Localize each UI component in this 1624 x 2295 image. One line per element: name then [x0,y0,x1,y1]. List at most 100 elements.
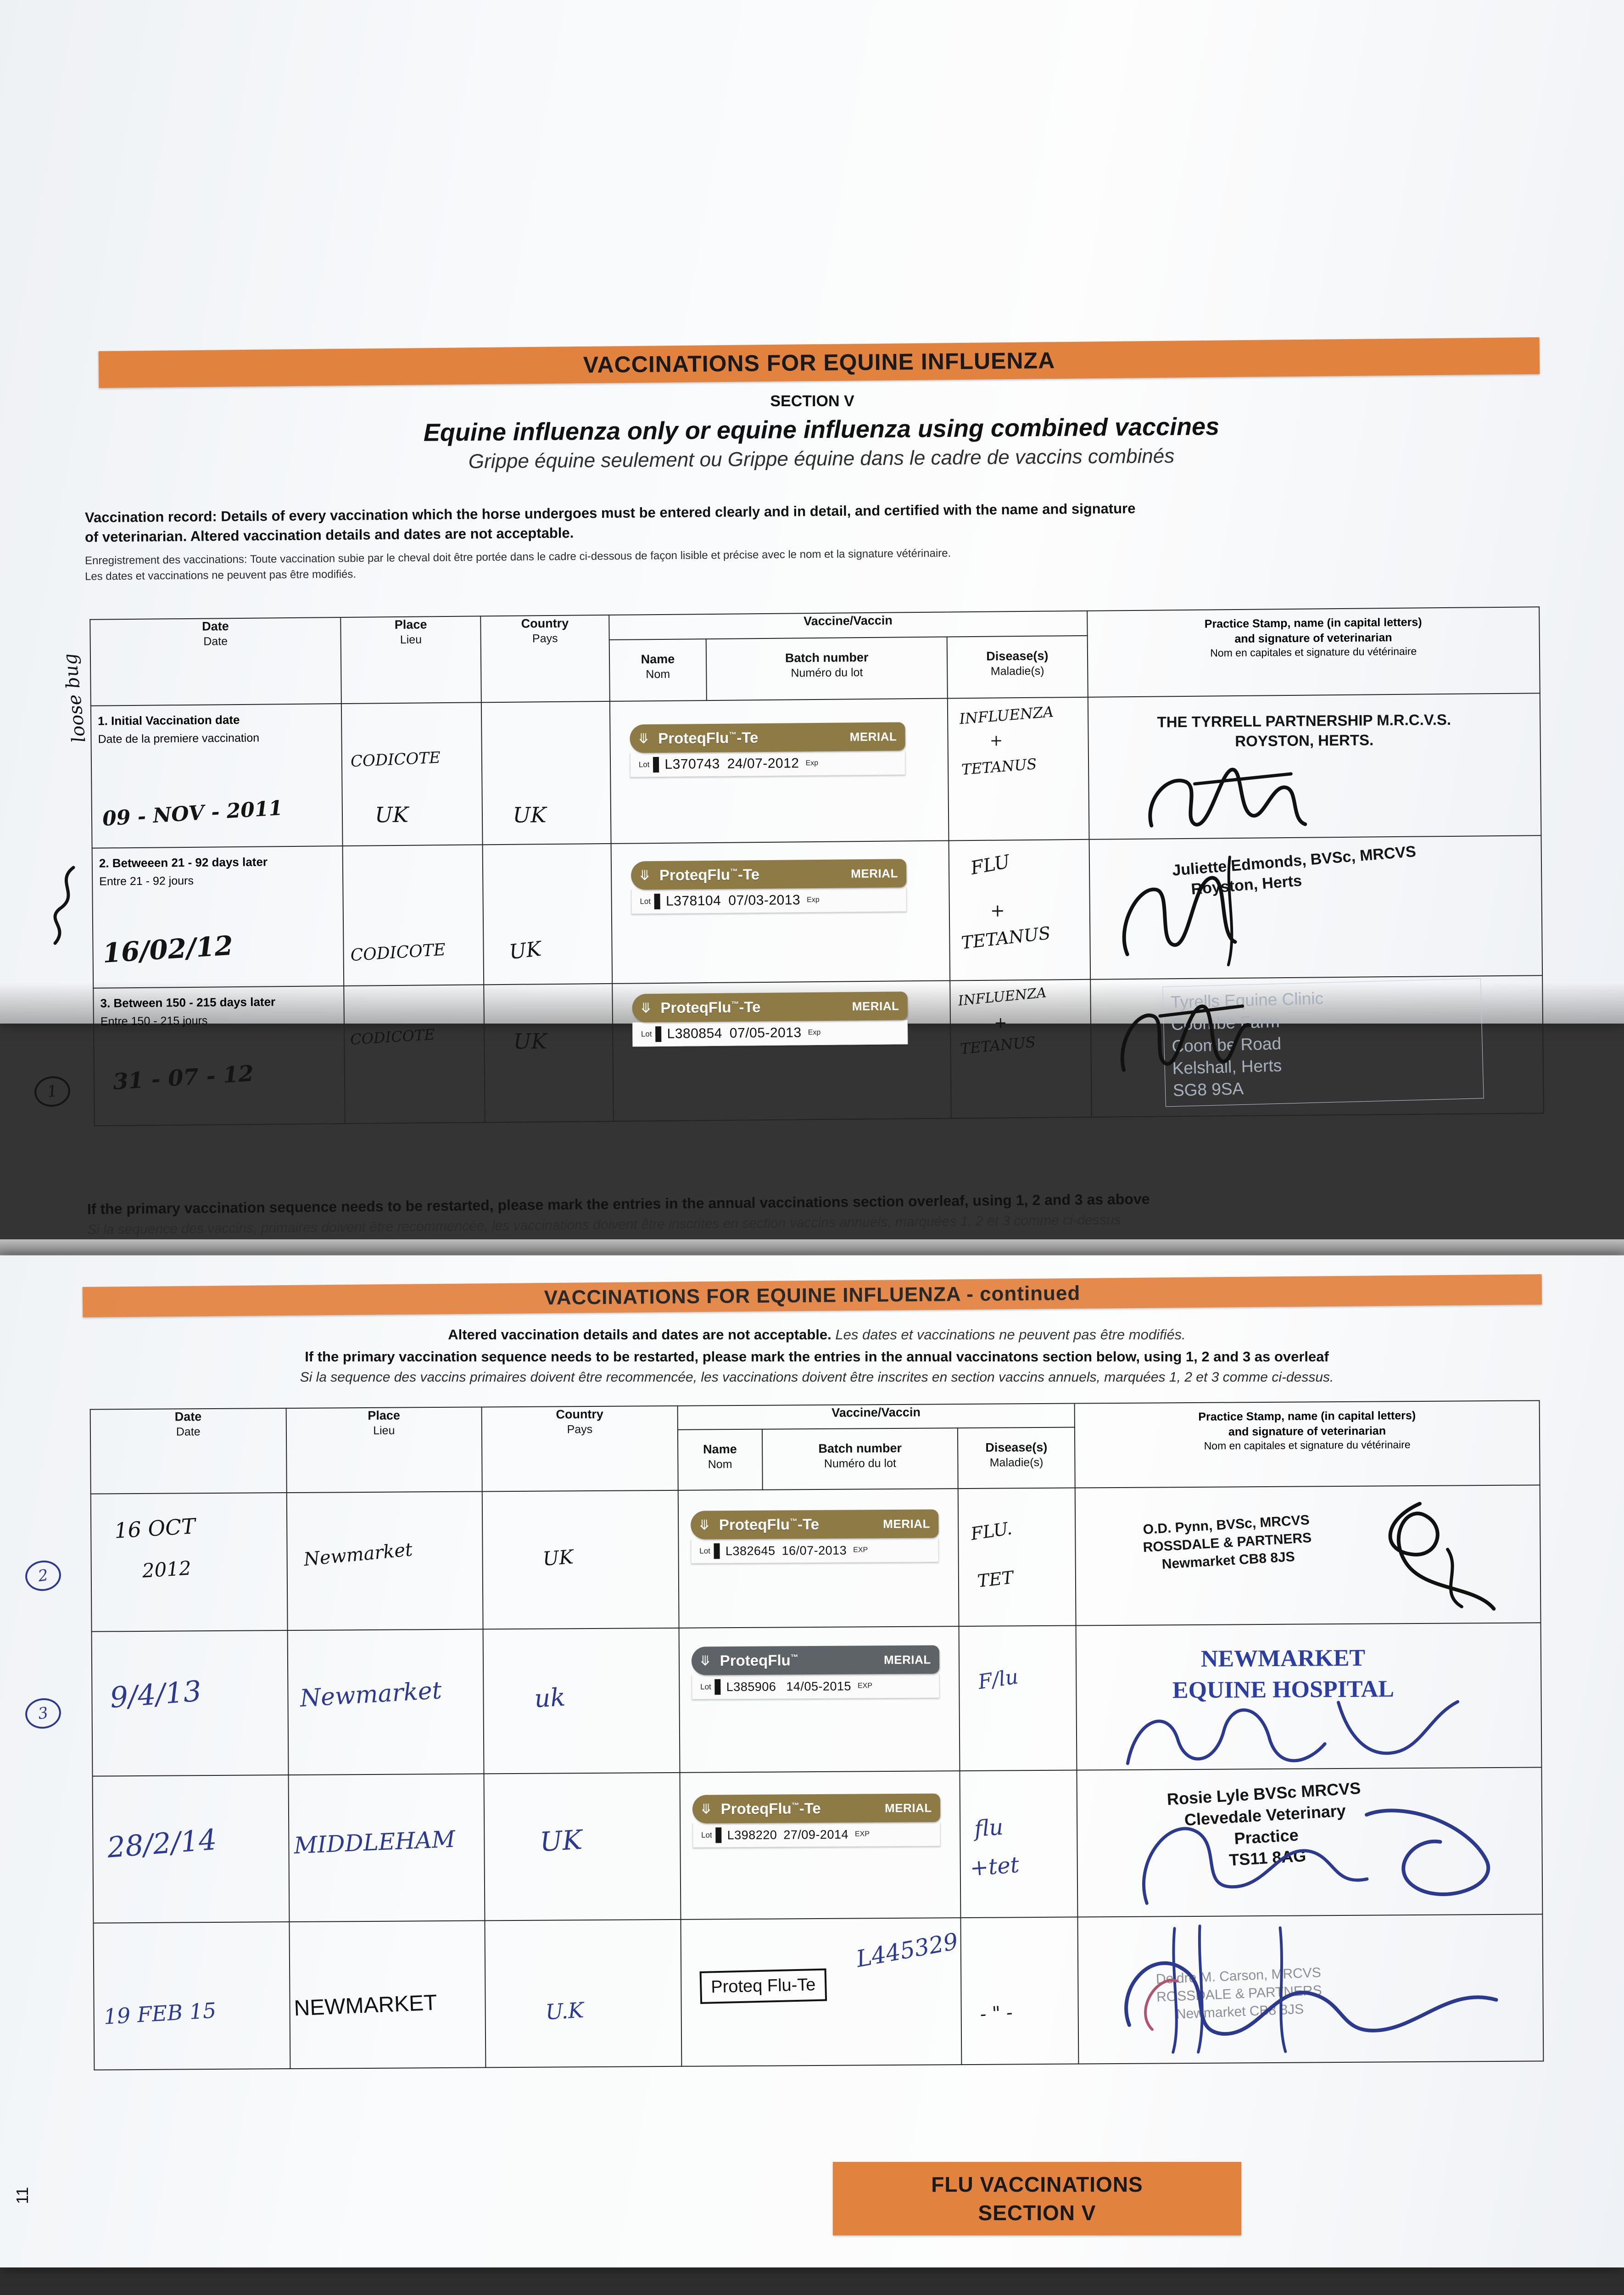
batch-number: L385906 [726,1679,776,1694]
sticker-lot-line: Lot L378104 07/03-2013 Exp [631,887,907,914]
annual-3-place-value: MIDDLEHAM [293,1825,456,1859]
row-1-disease-plus: + [989,731,1003,750]
annual-2-date-value: 9/4/13 [108,1674,203,1715]
annual-4-stamp-cell: Deidre M. Carson, MRCVS ROSSDALE & PARTN… [1077,1914,1544,2064]
annual-1-disease-cell: FLU. TET [958,1488,1076,1627]
row-2-country-value: UK [508,937,543,964]
veterinarian-signature [1388,1501,1496,1611]
row-2-date-value: 16/02/12 [101,929,234,969]
annual-1-disease-2: TET [977,1567,1015,1591]
scanner-background-bottom [0,2267,1624,2295]
row-1-disease-cell: INFLUENZA + TETANUS [947,697,1089,841]
batch-date: 27/09-2014 [783,1827,849,1842]
passport-page-upper [0,0,1624,1024]
row-3-place-value: CODICOTE [350,1025,435,1048]
annual-1-country-cell: UK [482,1490,679,1629]
exp-label: EXP [853,1546,868,1554]
vaccine-brand: MERIAL [883,1516,931,1531]
lot-label: Lot [641,1030,652,1039]
annual-vaccination-table: Date Date Place Lieu Country Pays Vaccin… [90,1400,1544,2070]
vaccine-brand: MERIAL [849,729,897,744]
lot-label: Lot [699,1546,710,1556]
row-1-place-cell: CODICOTE UK [341,702,483,846]
primary-vaccination-table: Date Date Place Lieu Country Pays Vaccin… [89,606,1544,1126]
batch-number: L380854 [667,1025,722,1041]
sticker-lot-line: Lot L382645 16/07-2013 EXP [691,1538,939,1564]
syringe-icon: ⤋ [640,1000,652,1016]
col-place: Place Lieu [340,616,482,704]
annual-1-place-value: Newmarket [302,1539,413,1571]
annual-1-country-value: UK [542,1545,575,1570]
row-2-vaccine-cell: ⤋ ProteqFlu™-Te MERIAL Lot L378104 07/03… [611,840,950,984]
exp-label: EXP [854,1830,870,1838]
col-date: Date Date [90,1408,287,1494]
row-1-date-cell: 1. Initial Vaccination date Date de la p… [90,704,343,848]
note2-line1: Altered vaccination details and dates ar… [184,1327,1450,1343]
row-3-date-value: 31 - 07 - 12 [112,1060,255,1095]
vaccine-name: ProteqFlu™-Te [719,1515,820,1534]
annual-3-stamp-cell: Rosie Lyle BVSc MRCVS Clevedale Veterina… [1077,1767,1543,1917]
annual-3-date-value: 28/2/14 [106,1822,218,1864]
vaccine-brand: MERIAL [852,998,899,1013]
exp-label: Exp [807,896,820,904]
footer-line-2: SECTION V [978,2201,1096,2225]
footer-banner: FLU VACCINATIONS SECTION V [833,2162,1241,2235]
lot-label: Lot [640,897,651,906]
annual-3-country-value: UK [539,1824,583,1858]
sticker-lot-line: Lot L370743 24/07-2012 Exp [630,750,906,778]
annual-1-vaccine-cell: ⤋ ProteqFlu™-Te MERIAL Lot L382645 16/07… [678,1489,959,1628]
syringe-icon: ⤋ [639,868,651,883]
row-2-disease-2: TETANUS [960,923,1052,953]
table-row: 28/2/14 MIDDLEHAM UK ⤋ ProteqFlu™-Te [92,1767,1543,1923]
annual-2-place-cell: Newmarket [287,1629,484,1775]
practice-stamp: O.D. Pynn, BVSc, MRCVS ROSSDALE & PARTNE… [1142,1512,1312,1572]
row-1-place-country: UK [374,802,409,828]
col-batch-number: Batch number Numéro du lot [706,637,948,701]
annual-2-country-value: uk [533,1682,566,1713]
practice-stamp: Rosie Lyle BVSc MRCVS Clevedale Veterina… [1166,1778,1362,1870]
annual-3-disease-1: flu [973,1814,1005,1842]
barcode-icon [714,1679,721,1695]
sticker-tab: ⤋ ProteqFlu™-Te MERIAL [631,859,907,890]
practice-stamp: Juliette Edmonds, BVSc, MRCVS Royston, H… [1171,843,1417,898]
row-3-vaccine-cell: ⤋ ProteqFlu™-Te MERIAL Lot L380854 07/05… [612,980,951,1121]
batch-number: L370743 [664,756,720,772]
row-3-country-cell: UK [484,983,614,1123]
col-vaccine-name: Name Nom [677,1429,763,1490]
handwritten-vaccine-box: Proteq Flu-Te [699,1968,827,2004]
annual-1-date-line1: 16 OCT [113,1513,196,1543]
row-3-country-value: UK [513,1029,547,1054]
annual-4-date-cell: 19 FEB 15 [93,1922,290,2070]
margin-marker-1: 1 [32,1074,73,1109]
annual-3-disease-cell: flu +tet [960,1770,1078,1918]
veterinarian-signature [1148,768,1307,828]
intro-french-line2: Les dates et vaccinations ne peuvent pas… [84,568,357,583]
annual-3-place-cell: MIDDLEHAM [288,1774,485,1922]
batch-date: 07/03-2013 [728,892,801,908]
annual-4-place-cell: NEWMARKET [289,1920,486,2069]
row-2-place-value: CODICOTE [350,940,446,965]
syringe-icon: ⤋ [698,1517,710,1533]
col-diseases: Disease(s) Maladie(s) [947,635,1088,699]
vaccine-name: ProteqFlu™-Te [720,1799,821,1818]
vaccine-sticker: ⤋ ProteqFlu™-Te MERIAL Lot L398220 27/09… [692,1793,941,1848]
lot-label: Lot [700,1682,711,1691]
annual-4-date-value: 19 FEB 15 [103,1998,217,2029]
row-1-stamp-cell: THE TYRRELL PARTNERSHIP M.R.C.V.S. ROYST… [1088,693,1541,840]
syringe-icon: ⤋ [700,1801,712,1817]
annual-3-date-cell: 28/2/14 [92,1775,290,1923]
exp-label: Exp [805,759,819,767]
col-vaccine-group: Vaccine/Vaccin [608,610,1088,640]
row-2-place-cell: CODICOTE [342,845,484,986]
row-3-date-cell: 3. Between 150 - 215 days later Entre 15… [93,986,345,1126]
vaccine-name: ProteqFlu™-Te [660,998,761,1016]
annual-1-place-cell: Newmarket [286,1491,483,1631]
barcode-icon [653,756,659,773]
annual-4-country-value: U.K [545,1997,585,2025]
annual-2-place-value: Newmarket [299,1676,442,1713]
annual-1-date-line2: 2012 [141,1556,192,1582]
practice-stamp: Deidre M. Carson, MRCVS ROSSDALE & PARTN… [1155,1965,1323,2022]
annual-2-vaccine-cell: ⤋ ProteqFlu™ MERIAL Lot L385906 14/05-20… [679,1626,960,1773]
page-number: 11 [13,2187,32,2204]
